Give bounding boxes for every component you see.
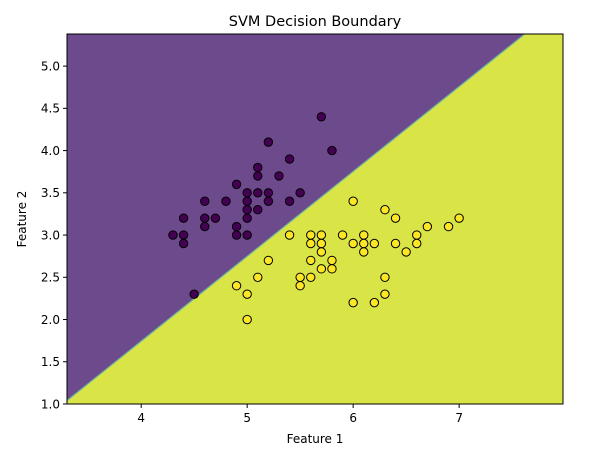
scatter-point-class-1	[422, 221, 433, 232]
scatter-point-class-1	[295, 272, 305, 282]
scatter-point-class-0	[327, 145, 337, 156]
scatter-point-class-1	[369, 238, 380, 249]
scatter-point-class-1	[369, 297, 380, 308]
scatter-point-class-0	[295, 188, 305, 198]
scatter-point-class-1	[359, 230, 369, 240]
scatter-point-class-1	[242, 289, 252, 299]
scatter-point-class-1	[412, 238, 422, 249]
scatter-point-class-1	[306, 272, 316, 282]
scatter-point-class-0	[274, 171, 284, 181]
scatter-point-class-0	[284, 154, 295, 164]
scatter-point-class-0	[253, 188, 263, 198]
scatter-point-class-0	[189, 289, 199, 299]
scatter-point-class-1	[348, 297, 358, 308]
scatter-point-class-0	[242, 213, 252, 223]
scatter-point-class-1	[242, 314, 252, 325]
scatter-point-class-0	[221, 196, 231, 206]
scatter-point-class-1	[412, 230, 422, 240]
scatter-point-class-1	[348, 238, 358, 249]
scatter-point-class-1	[454, 213, 464, 223]
scatter-point-class-1	[401, 247, 411, 257]
scatter-points	[168, 112, 464, 325]
scatter-point-class-1	[380, 205, 390, 215]
scatter-point-class-1	[284, 230, 295, 240]
scatter-point-class-0	[200, 221, 210, 232]
scatter-point-class-0	[168, 230, 178, 240]
scatter-point-class-1	[295, 281, 305, 291]
chart-title: SVM Decision Boundary	[229, 14, 402, 30]
scatter-point-class-1	[253, 272, 263, 282]
scatter-point-class-1	[316, 230, 327, 240]
y-axis-label: Feature 2	[15, 191, 29, 248]
scatter-point-class-1	[306, 230, 316, 240]
scatter-point-class-0	[263, 196, 274, 206]
scatter-point-class-1	[327, 264, 337, 274]
scatter-point-class-0	[178, 230, 189, 240]
scatter-point-class-1	[231, 281, 242, 291]
scatter-point-class-0	[242, 205, 252, 215]
decision-regions	[66, 33, 563, 404]
scatter-point-class-1	[390, 213, 401, 223]
scatter-point-class-1	[390, 238, 401, 249]
scatter-point-class-0	[284, 196, 295, 206]
scatter-point-class-1	[359, 238, 369, 249]
y-tick-label: 3.0	[41, 228, 60, 242]
y-tick-label: 5.0	[41, 59, 60, 73]
scatter-point-class-1	[306, 255, 316, 266]
scatter-point-class-1	[337, 230, 348, 240]
scatter-point-class-0	[253, 162, 263, 173]
scatter-point-class-1	[316, 247, 327, 257]
scatter-point-class-0	[253, 205, 263, 215]
scatter-point-class-0	[231, 230, 242, 240]
scatter-point-class-1	[316, 238, 327, 249]
scatter-point-class-0	[178, 213, 189, 223]
scatter-point-class-0	[263, 188, 274, 198]
y-tick-label: 4.5	[41, 102, 60, 116]
x-tick-label: 5	[243, 411, 251, 425]
y-tick-label: 1.0	[41, 397, 60, 411]
y-tick-label: 4.0	[41, 144, 60, 158]
scatter-point-class-1	[348, 196, 358, 206]
scatter-point-class-1	[359, 247, 369, 257]
scatter-point-class-1	[443, 221, 454, 232]
region-class-1	[67, 34, 563, 404]
scatter-point-class-1	[306, 238, 316, 249]
x-tick-label: 6	[349, 411, 357, 425]
x-tick-label: 4	[137, 411, 145, 425]
y-axis-ticks: 1.0 1.5 2.0 2.5 3.0 3.5 4.0 4.5 5.0	[41, 59, 67, 411]
scatter-point-class-0	[210, 213, 221, 223]
scatter-point-class-0	[178, 238, 189, 249]
scatter-point-class-0	[263, 137, 274, 147]
scatter-point-class-0	[253, 171, 263, 181]
scatter-point-class-0	[231, 221, 242, 232]
scatter-point-class-1	[263, 255, 274, 266]
y-tick-label: 3.5	[41, 186, 60, 200]
x-axis-ticks: 4 5 6 7	[137, 404, 463, 425]
scatter-point-class-0	[231, 179, 242, 190]
scatter-point-class-0	[316, 112, 327, 122]
scatter-point-class-1	[316, 264, 327, 274]
scatter-point-class-0	[200, 213, 210, 223]
scatter-point-class-1	[380, 272, 390, 282]
x-tick-label: 7	[455, 411, 463, 425]
y-tick-label: 1.5	[41, 355, 60, 369]
y-tick-label: 2.5	[41, 271, 60, 285]
decision-boundary-line	[66, 33, 526, 402]
scatter-point-class-0	[200, 196, 210, 206]
scatter-point-class-1	[380, 289, 390, 299]
scatter-point-class-0	[242, 196, 252, 206]
scatter-point-class-0	[242, 188, 252, 198]
x-axis-label: Feature 1	[287, 432, 344, 446]
scatter-point-class-1	[327, 255, 337, 266]
y-tick-label: 2.0	[41, 313, 60, 327]
scatter-point-class-0	[242, 230, 252, 240]
plot-frame	[66, 33, 564, 405]
